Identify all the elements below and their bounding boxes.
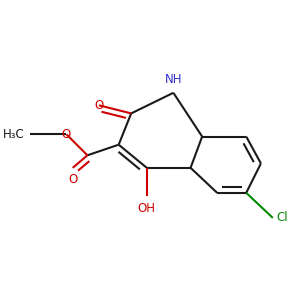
Text: O: O [68, 173, 77, 186]
Text: NH: NH [165, 73, 182, 86]
Text: H₃C: H₃C [3, 128, 25, 141]
Text: O: O [94, 99, 103, 112]
Text: O: O [62, 128, 71, 141]
Text: OH: OH [138, 202, 156, 215]
Text: Cl: Cl [276, 211, 288, 224]
